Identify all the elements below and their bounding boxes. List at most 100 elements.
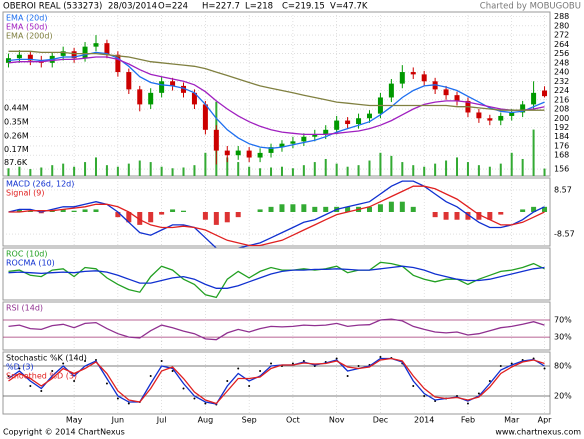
k-dot [379, 356, 382, 358]
legend-label: %D (3) [6, 363, 34, 372]
y-tick-label: 256 [554, 49, 569, 58]
y-tick-label: 168 [554, 151, 569, 160]
k-dot [7, 375, 10, 377]
candle-body [191, 92, 197, 105]
volume-bar [259, 168, 262, 176]
y-tick-label: 208 [554, 105, 569, 114]
x-tick-label: May [66, 416, 83, 425]
legend-label: EMA (200d) [6, 32, 53, 41]
volume-bar [510, 152, 513, 176]
histogram-bar [476, 212, 482, 220]
candle-body [301, 136, 307, 142]
histogram-bar [454, 212, 460, 220]
volume-bar [379, 152, 382, 176]
volume-bar [456, 157, 459, 176]
k-dot [488, 380, 491, 382]
candle-body [443, 89, 449, 96]
histogram-bar [268, 206, 274, 212]
volume-bar [499, 163, 502, 176]
volume-tick-label: 0.44M [4, 103, 29, 112]
legend-label: EMA (50d) [6, 23, 47, 32]
indicator-line [8, 185, 545, 247]
y-tick-label: 8.57 [554, 185, 572, 194]
header-date: 28/03/2014 [108, 2, 157, 12]
histogram-bar [520, 209, 526, 212]
volume-bar [18, 166, 21, 176]
k-dot [226, 380, 229, 382]
k-dot [171, 370, 174, 372]
k-dot [335, 357, 338, 360]
k-dot [423, 395, 426, 397]
y-tick-label: 248 [554, 58, 569, 67]
x-tick-label: Apr [538, 416, 553, 425]
volume-bar [270, 167, 273, 176]
histogram-bar [126, 212, 132, 223]
histogram-bar [148, 212, 154, 223]
header-open: O=224 [158, 2, 188, 12]
candle-body [476, 112, 482, 119]
k-dot [149, 375, 152, 377]
histogram-bar [487, 212, 493, 220]
x-tick-label: Feb [461, 416, 475, 425]
candle-body [531, 92, 537, 105]
volume-bar [434, 163, 437, 176]
y-tick-label: 200 [554, 114, 569, 123]
legend-label: ROCMA (10) [6, 259, 55, 268]
volume-tick-label: 0.35M [4, 117, 29, 126]
histogram-bar [82, 209, 88, 212]
header-close: C=219.15 [282, 2, 325, 12]
y-tick-label: 184 [554, 132, 569, 141]
histogram-bar [159, 212, 165, 215]
y-tick-label: 30% [554, 333, 572, 342]
candle-body [356, 118, 362, 125]
volume-bar [84, 162, 87, 176]
candle-body [71, 51, 77, 59]
y-tick-label: 70% [554, 316, 572, 325]
candle-body [213, 129, 219, 151]
histogram-bar [432, 212, 438, 218]
k-dot [477, 392, 480, 395]
header-volume: V=47.7K [330, 2, 368, 12]
histogram-bar [60, 209, 66, 212]
volume-bar [401, 162, 404, 176]
y-tick-label: 20% [554, 392, 572, 401]
stock-title: OBEROI REAL (533273) [3, 2, 102, 12]
candle-body [388, 83, 394, 98]
x-tick-label: Jun [111, 416, 125, 425]
copyright: Copyright © 2014 ChartNexus [3, 428, 125, 437]
candle-body [148, 92, 154, 105]
volume-bar [390, 155, 393, 176]
volume-bar [62, 163, 65, 176]
histogram-bar [410, 206, 416, 212]
k-dot [193, 397, 196, 400]
indicator-line [8, 318, 545, 341]
volume-bar [521, 158, 524, 176]
histogram-bar [531, 206, 537, 212]
volume-bar [368, 160, 371, 176]
candle-body [410, 72, 416, 75]
k-dot [510, 362, 513, 365]
histogram-bar [93, 209, 99, 212]
candle-body [542, 90, 548, 97]
k-dot [116, 397, 119, 400]
histogram-bar [498, 212, 504, 215]
legend-label: Signal (9) [6, 189, 44, 198]
histogram-bar [170, 209, 176, 212]
k-dot [346, 375, 349, 377]
volume-bar [445, 160, 448, 176]
k-dot [160, 360, 163, 362]
histogram-bar [290, 204, 296, 212]
volume-tick-label: 87.6K [4, 158, 28, 167]
volume-bar [248, 166, 251, 176]
volume-bar [182, 167, 185, 176]
volume-bar [335, 163, 338, 176]
candle-body [181, 85, 187, 93]
k-dot [94, 359, 97, 361]
indicator-line [8, 357, 545, 405]
k-dot [248, 385, 251, 387]
candle-body [224, 150, 230, 156]
candle-body [509, 112, 515, 116]
histogram-bar [465, 212, 471, 220]
y-tick-label: 80% [554, 362, 572, 371]
candle-body [27, 54, 33, 61]
